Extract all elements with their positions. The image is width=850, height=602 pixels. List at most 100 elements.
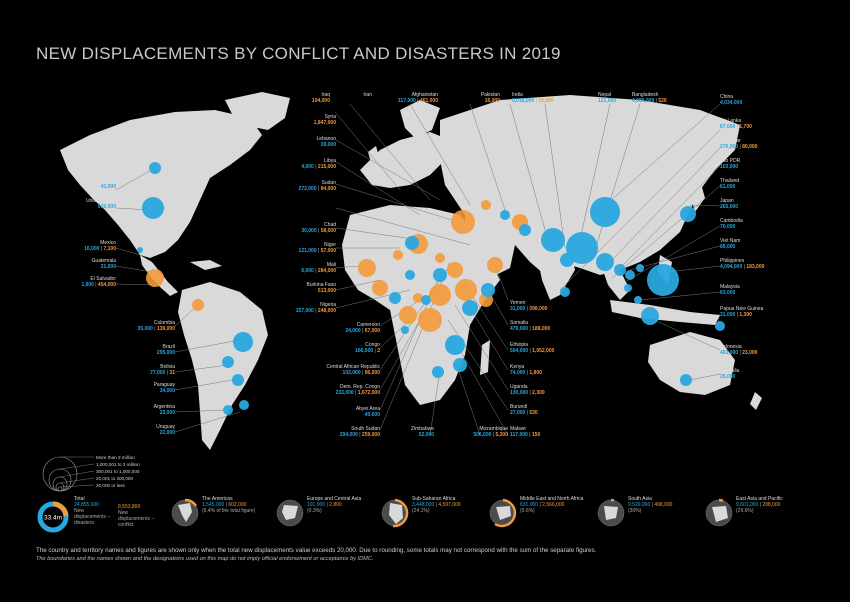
new-zealand	[750, 392, 762, 410]
japan	[690, 180, 705, 212]
laos-disaster-bubble	[625, 270, 635, 280]
size-legend-label-4: 20,001 to 300,000	[96, 476, 133, 481]
congo-disaster-bubble	[401, 326, 409, 334]
label-png: Papua New Guinea 31,000 | 1,300	[720, 306, 764, 318]
label-colombia: Colombia 35,000 | 139,000	[137, 320, 175, 332]
region-sub-saharan-africa: Sub-Saharan Africa 3,448,000 | 4,597,000…	[412, 496, 461, 514]
uk	[368, 146, 380, 166]
label-cambodia: Cambodia 70,000	[720, 218, 743, 230]
mexico-disaster-bubble	[137, 247, 143, 253]
label-thailand: Thailand 61,000	[720, 178, 740, 190]
niger-disaster-bubble	[405, 270, 415, 280]
north-america	[60, 110, 262, 258]
scandinavia	[400, 100, 440, 138]
malaysia-disaster-bubble	[634, 296, 642, 304]
label-south-sudan: South Sudan 294,000 | 259,000	[339, 426, 380, 438]
label-malawi: Malawi 117,000 | 150	[510, 426, 541, 438]
label-syria: Syria 1,847,000	[313, 114, 336, 126]
mozambique-disaster-bubble	[445, 335, 465, 355]
region-europe-central-asia: Europe and Central Asia 101,000 | 2,800 …	[307, 496, 362, 514]
canada-disaster-bubble	[149, 162, 161, 174]
cambodia-disaster-bubble	[624, 284, 632, 292]
uruguay-disaster-bubble	[239, 400, 249, 410]
label-lao-pdr: Lao PDR 103,000	[720, 158, 741, 170]
sudan-disaster-bubble	[405, 236, 419, 250]
label-iran: Iran	[363, 92, 372, 98]
label-yemen: Yemen 31,000 | 398,000	[510, 300, 548, 312]
europe	[360, 132, 450, 188]
car-disaster-bubble	[421, 295, 431, 305]
label-pakistan: Pakistan 16,000	[480, 92, 500, 104]
drc-conflict-bubble	[418, 308, 442, 332]
label-libya: Libya 4,600 | 215,000	[301, 158, 336, 170]
label-paraguay: Paraguay 34,000	[153, 382, 175, 394]
china-disaster-bubble	[590, 197, 620, 227]
region-east-asia-pacific: East Asia and Pacific 9,601,000 | 288,00…	[736, 496, 783, 514]
region-mena: Middle East and North Africa 631,000 | 2…	[520, 496, 584, 514]
label-nepal: Nepal 121,000	[598, 92, 617, 104]
png-disaster-bubble	[715, 321, 725, 331]
label-philippines: Philippines 4,094,000 | 183,000	[720, 258, 765, 270]
label-australia: Australia 25,000	[720, 368, 740, 380]
label-el-salvador: El Salvador 1,900 | 454,000	[81, 276, 116, 288]
label-uruguay: Uruguay 22,000	[156, 424, 175, 436]
label-car: Central African Republic 102,000 | 96,00…	[326, 364, 380, 376]
philippines-disaster-bubble	[647, 264, 679, 296]
disaster-bubbles	[137, 162, 725, 415]
label-uganda: Uganda 130,000 | 2,300	[510, 384, 545, 396]
label-malaysia: Malaysia 63,000	[720, 284, 740, 296]
label-bangladesh: Bangladesh 4,086,000 | 520	[632, 92, 667, 104]
label-lebanon: Lebanon 39,000	[316, 136, 336, 148]
page-title: NEW DISPLACEMENTS BY CONFLICT AND DISAST…	[36, 44, 561, 63]
label-mexico: Mexico 16,000 | 7,100	[84, 240, 116, 252]
south-sudan-disaster-bubble	[433, 268, 447, 282]
label-drc: Dem. Rep. Congo 233,000 | 1,672,000	[335, 384, 380, 396]
chad-conflict-bubble	[435, 253, 445, 263]
label-nigeria: Nigeria 157,000 | 248,000	[295, 302, 336, 314]
australia	[648, 332, 735, 395]
colombia-conflict-bubble	[192, 299, 204, 311]
vietnam-disaster-bubble	[636, 264, 644, 272]
label-united-states: United States 916,000	[85, 198, 116, 210]
size-legend-label-1: More than 3 million	[96, 455, 135, 460]
label-guatemala: Guatemala 21,000	[91, 258, 116, 270]
indonesia-disaster-bubble	[641, 307, 659, 325]
brazil-disaster-bubble	[233, 332, 253, 352]
yemen-conflict-bubble	[487, 257, 503, 273]
label-burundi: Burundi 27,000 | 530	[510, 404, 538, 416]
label-myanmar: Myanmar 270,000 | 80,000	[720, 138, 758, 150]
label-somalia: Somalia 479,000 | 188,000	[510, 320, 551, 332]
afghanistan-disaster-bubble	[500, 210, 510, 220]
total-summary: Total 24,855,000 New displacements – dis…	[74, 496, 111, 526]
region-americas: The Americas 1,545,000 | 602,000 (6.4% o…	[202, 496, 256, 514]
burkina-faso-conflict-bubble	[372, 280, 388, 296]
usa-disaster-bubble	[142, 197, 164, 219]
label-congo: Congo 166,000 | 2	[355, 342, 380, 354]
total-donut-value: 33.4m	[44, 515, 62, 522]
label-mozambique: Mozambique 506,000 | 5,300	[473, 426, 508, 438]
niger-conflict-bubble	[393, 250, 403, 260]
label-sri-lanka: Sri Lanka 87,000 | 1,700	[720, 118, 752, 130]
nigeria-disaster-bubble	[389, 292, 401, 304]
bolivia-disaster-bubble	[222, 356, 234, 368]
label-japan: Japan 265,000	[720, 198, 739, 210]
label-bolivia: Bolivia 77,000 | 31	[150, 364, 175, 376]
label-mali: Mali 6,600 | 284,000	[301, 262, 336, 274]
label-burkina-faso: Burkina Faso 513,000	[306, 282, 336, 294]
label-niger: Niger 121,000 | 57,000	[298, 242, 336, 254]
size-legend-label-3: 300,001 to 1,000,000	[96, 469, 140, 474]
label-kenya: Kenya 74,000 | 1,800	[510, 364, 542, 376]
total-donut: 33.4m	[37, 501, 69, 533]
india2-disaster-bubble	[541, 228, 565, 252]
el-salvador-conflict-bubble	[146, 269, 164, 287]
paraguay-disaster-bubble	[232, 374, 244, 386]
greenland	[225, 92, 290, 130]
nigeria-conflict-bubble	[399, 306, 417, 324]
pakistan-disaster-bubble	[519, 224, 531, 236]
southeast-asia	[600, 262, 630, 300]
myanmar-disaster-bubble	[614, 264, 626, 276]
label-ethiopia: Ethiopia 504,000 | 1,052,000	[510, 342, 555, 354]
somalia-disaster-bubble	[481, 283, 495, 297]
size-legend: More than 3 million 1,000,001 to 3 milli…	[36, 452, 146, 497]
